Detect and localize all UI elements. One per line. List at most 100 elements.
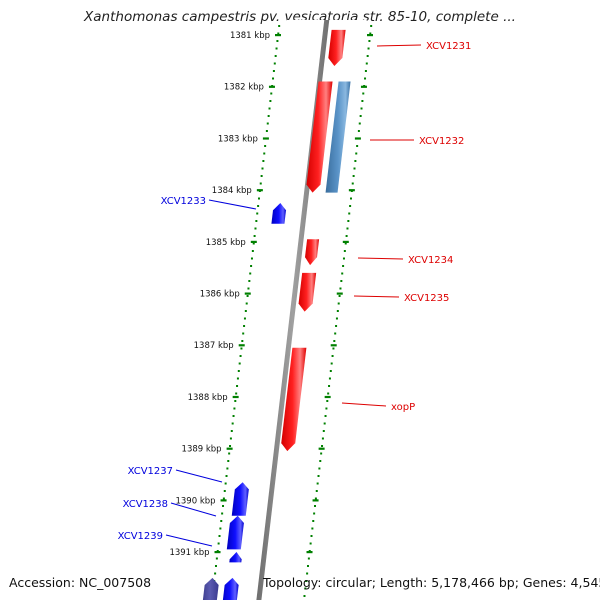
outer-ruler-dot <box>353 167 356 170</box>
gene-feature[interactable] <box>231 482 249 516</box>
outer-ruler-dot <box>332 347 335 350</box>
gene-label[interactable]: XCV1237 <box>128 466 173 477</box>
outer-ruler-dot <box>368 40 371 42</box>
outer-ruler-dot <box>365 62 368 65</box>
gene-label-leader <box>208 199 257 210</box>
outer-ruler-dot <box>306 565 309 567</box>
outer-ruler-dot <box>356 145 359 147</box>
inner-ruler-dot <box>272 77 275 80</box>
outer-ruler-dot <box>338 295 341 297</box>
gene-label-leader <box>165 534 213 547</box>
outer-ruler-dot <box>321 437 324 440</box>
inner-ruler-dot <box>277 32 280 35</box>
gene-feature[interactable] <box>298 272 317 312</box>
gene-feature[interactable] <box>328 29 346 67</box>
inner-ruler-dot <box>233 407 236 410</box>
gene-feature[interactable] <box>306 81 333 193</box>
gene-feature[interactable] <box>226 515 244 550</box>
tick-mark-inner <box>275 34 281 37</box>
inner-ruler-dot <box>264 145 267 147</box>
inner-ruler-dot <box>251 250 254 252</box>
tick-label: 1381 kbp <box>230 31 270 41</box>
outer-ruler-dot <box>364 70 367 72</box>
outer-ruler-dot <box>361 100 364 102</box>
outer-ruler-dot <box>347 220 350 222</box>
tick-mark-outer <box>367 34 373 37</box>
gene-label[interactable]: XCV1231 <box>426 41 471 52</box>
map-title: Xanthomonas campestris pv. vesicatoria s… <box>84 9 516 25</box>
inner-ruler-dot <box>219 527 222 530</box>
inner-ruler-dot <box>272 70 275 72</box>
tick-mark-inner <box>220 499 227 502</box>
outer-ruler-dot <box>321 445 324 447</box>
outer-ruler-dot <box>319 460 322 462</box>
inner-ruler-dot <box>244 310 247 312</box>
gene-feature[interactable] <box>281 347 307 452</box>
inner-ruler-dot <box>276 40 279 42</box>
outer-ruler-dot <box>331 355 334 357</box>
inner-ruler-dot <box>235 392 238 395</box>
outer-ruler-dot <box>357 130 360 132</box>
tick-mark-inner <box>214 551 221 554</box>
tick-mark-inner <box>232 395 239 399</box>
inner-ruler-dot <box>222 505 225 507</box>
inner-ruler-dot <box>232 415 235 417</box>
gene-feature[interactable] <box>221 577 239 600</box>
inner-ruler-dot <box>265 130 268 132</box>
outer-ruler-dot <box>323 422 326 425</box>
outer-ruler-dot <box>360 107 363 110</box>
gene-feature[interactable] <box>271 203 286 224</box>
inner-ruler-dot <box>262 160 265 162</box>
gene-label-leader <box>357 257 404 260</box>
outer-ruler-dot <box>325 407 328 410</box>
inner-ruler-dot <box>220 520 223 522</box>
gene-feature[interactable] <box>325 81 351 193</box>
tick-mark-outer <box>348 189 355 192</box>
gene-label[interactable]: XCV1239 <box>118 531 163 542</box>
outer-ruler-dot <box>337 302 340 305</box>
gene-feature[interactable] <box>229 552 242 563</box>
inner-ruler-dot <box>253 235 256 237</box>
outer-ruler-dot <box>322 430 325 432</box>
inner-ruler-dot <box>266 122 269 125</box>
gene-label[interactable]: XCV1238 <box>123 499 168 510</box>
gene-track <box>201 29 351 600</box>
gene-label-leader <box>376 44 422 47</box>
outer-ruler-dot <box>312 520 315 522</box>
inner-ruler-dot <box>240 347 243 350</box>
outer-ruler-dot <box>324 415 327 417</box>
tick-label: 1387 kbp <box>194 341 234 351</box>
gene-label[interactable]: xopP <box>391 402 415 413</box>
outer-ruler-dot <box>330 362 333 365</box>
outer-ruler-dot <box>334 332 337 335</box>
inner-ruler-dot <box>218 535 221 537</box>
outer-ruler-dot <box>346 227 349 230</box>
gene-label[interactable]: XCV1233 <box>161 196 206 207</box>
tick-mark-outer <box>360 85 367 88</box>
gene-feature[interactable] <box>305 239 320 266</box>
outer-ruler-dot <box>343 250 346 252</box>
gene-label[interactable]: XCV1232 <box>419 136 464 147</box>
inner-ruler-dot <box>263 152 266 155</box>
gene-feature[interactable] <box>201 577 219 600</box>
tick-mark-outer <box>312 499 319 502</box>
inner-ruler-dot <box>268 107 271 110</box>
outer-ruler-dot <box>366 55 369 57</box>
inner-ruler-dot <box>275 47 278 50</box>
outer-ruler-dot <box>349 205 352 207</box>
gene-label[interactable]: XCV1235 <box>404 293 449 304</box>
tick-mark-inner <box>262 137 269 140</box>
outer-ruler-dot <box>303 595 306 597</box>
inner-ruler-dot <box>278 25 281 27</box>
outer-ruler-dot <box>352 175 355 177</box>
outer-ruler-dot <box>364 77 367 80</box>
gene-labels: XCV1231 XCV1232 XCV1233 XCV1234 XCV1235 xopP X… <box>118 41 471 547</box>
tick-label: 1391 kbp <box>169 548 209 558</box>
tick-mark-inner <box>250 240 257 243</box>
outer-ruler-dot <box>351 182 354 185</box>
tick-mark-inner <box>256 189 263 192</box>
gene-label[interactable]: XCV1234 <box>408 255 453 266</box>
inner-ruler-dot <box>234 400 237 402</box>
outer-ruler-dot <box>342 265 345 267</box>
outer-ruler-dot <box>306 572 309 575</box>
